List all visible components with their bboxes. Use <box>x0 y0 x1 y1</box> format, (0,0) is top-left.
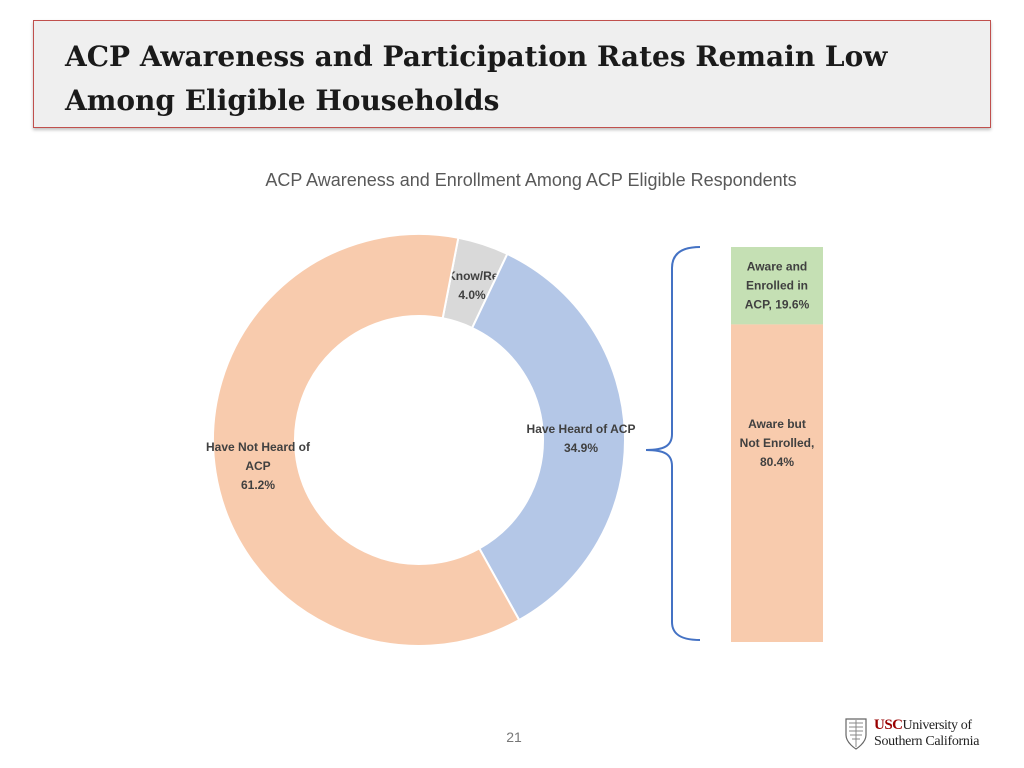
logo-usc: USC <box>874 717 903 733</box>
bar-segment-label: Aware and Enrolled in ACP, 19.6% <box>745 260 810 312</box>
bar-segment-label: Aware but Not Enrolled, 80.4% <box>740 417 815 469</box>
chart-title: ACP Awareness and Enrollment Among ACP E… <box>265 170 796 190</box>
bar-segment-aware-and-enrolled-in-acp <box>731 247 823 325</box>
slide-title: ACP Awareness and Participation Rates Re… <box>65 40 888 117</box>
title-box: ACP Awareness and Participation Rates Re… <box>33 20 991 128</box>
logo-wordmark: USCUniversity of Southern California <box>874 717 980 750</box>
logo-southern-california: Southern California <box>874 734 980 749</box>
donut-chart: Don't Know/Refused 4.0%Have Heard of ACP 3… <box>206 233 636 647</box>
page-number: 21 <box>506 729 522 745</box>
bar-segment-aware-but-not-enrolled <box>731 324 823 642</box>
donut-label: Have Heard of ACP 34.9% <box>527 422 636 455</box>
brace-bracket <box>645 246 701 641</box>
stacked-bar-chart: Aware and Enrolled in ACP, 19.6% Aware but N… <box>731 247 823 642</box>
donut-slice-have-not-heard-of-acp <box>212 233 521 647</box>
donut-label: Have Not Heard of ACP 61.2% <box>206 440 311 492</box>
usc-seal-icon <box>845 718 867 750</box>
usc-logo: USCUniversity of Southern California <box>844 716 994 756</box>
donut-slice-have-heard-of-acp <box>470 252 626 622</box>
logo-university-of: University of <box>902 718 972 733</box>
